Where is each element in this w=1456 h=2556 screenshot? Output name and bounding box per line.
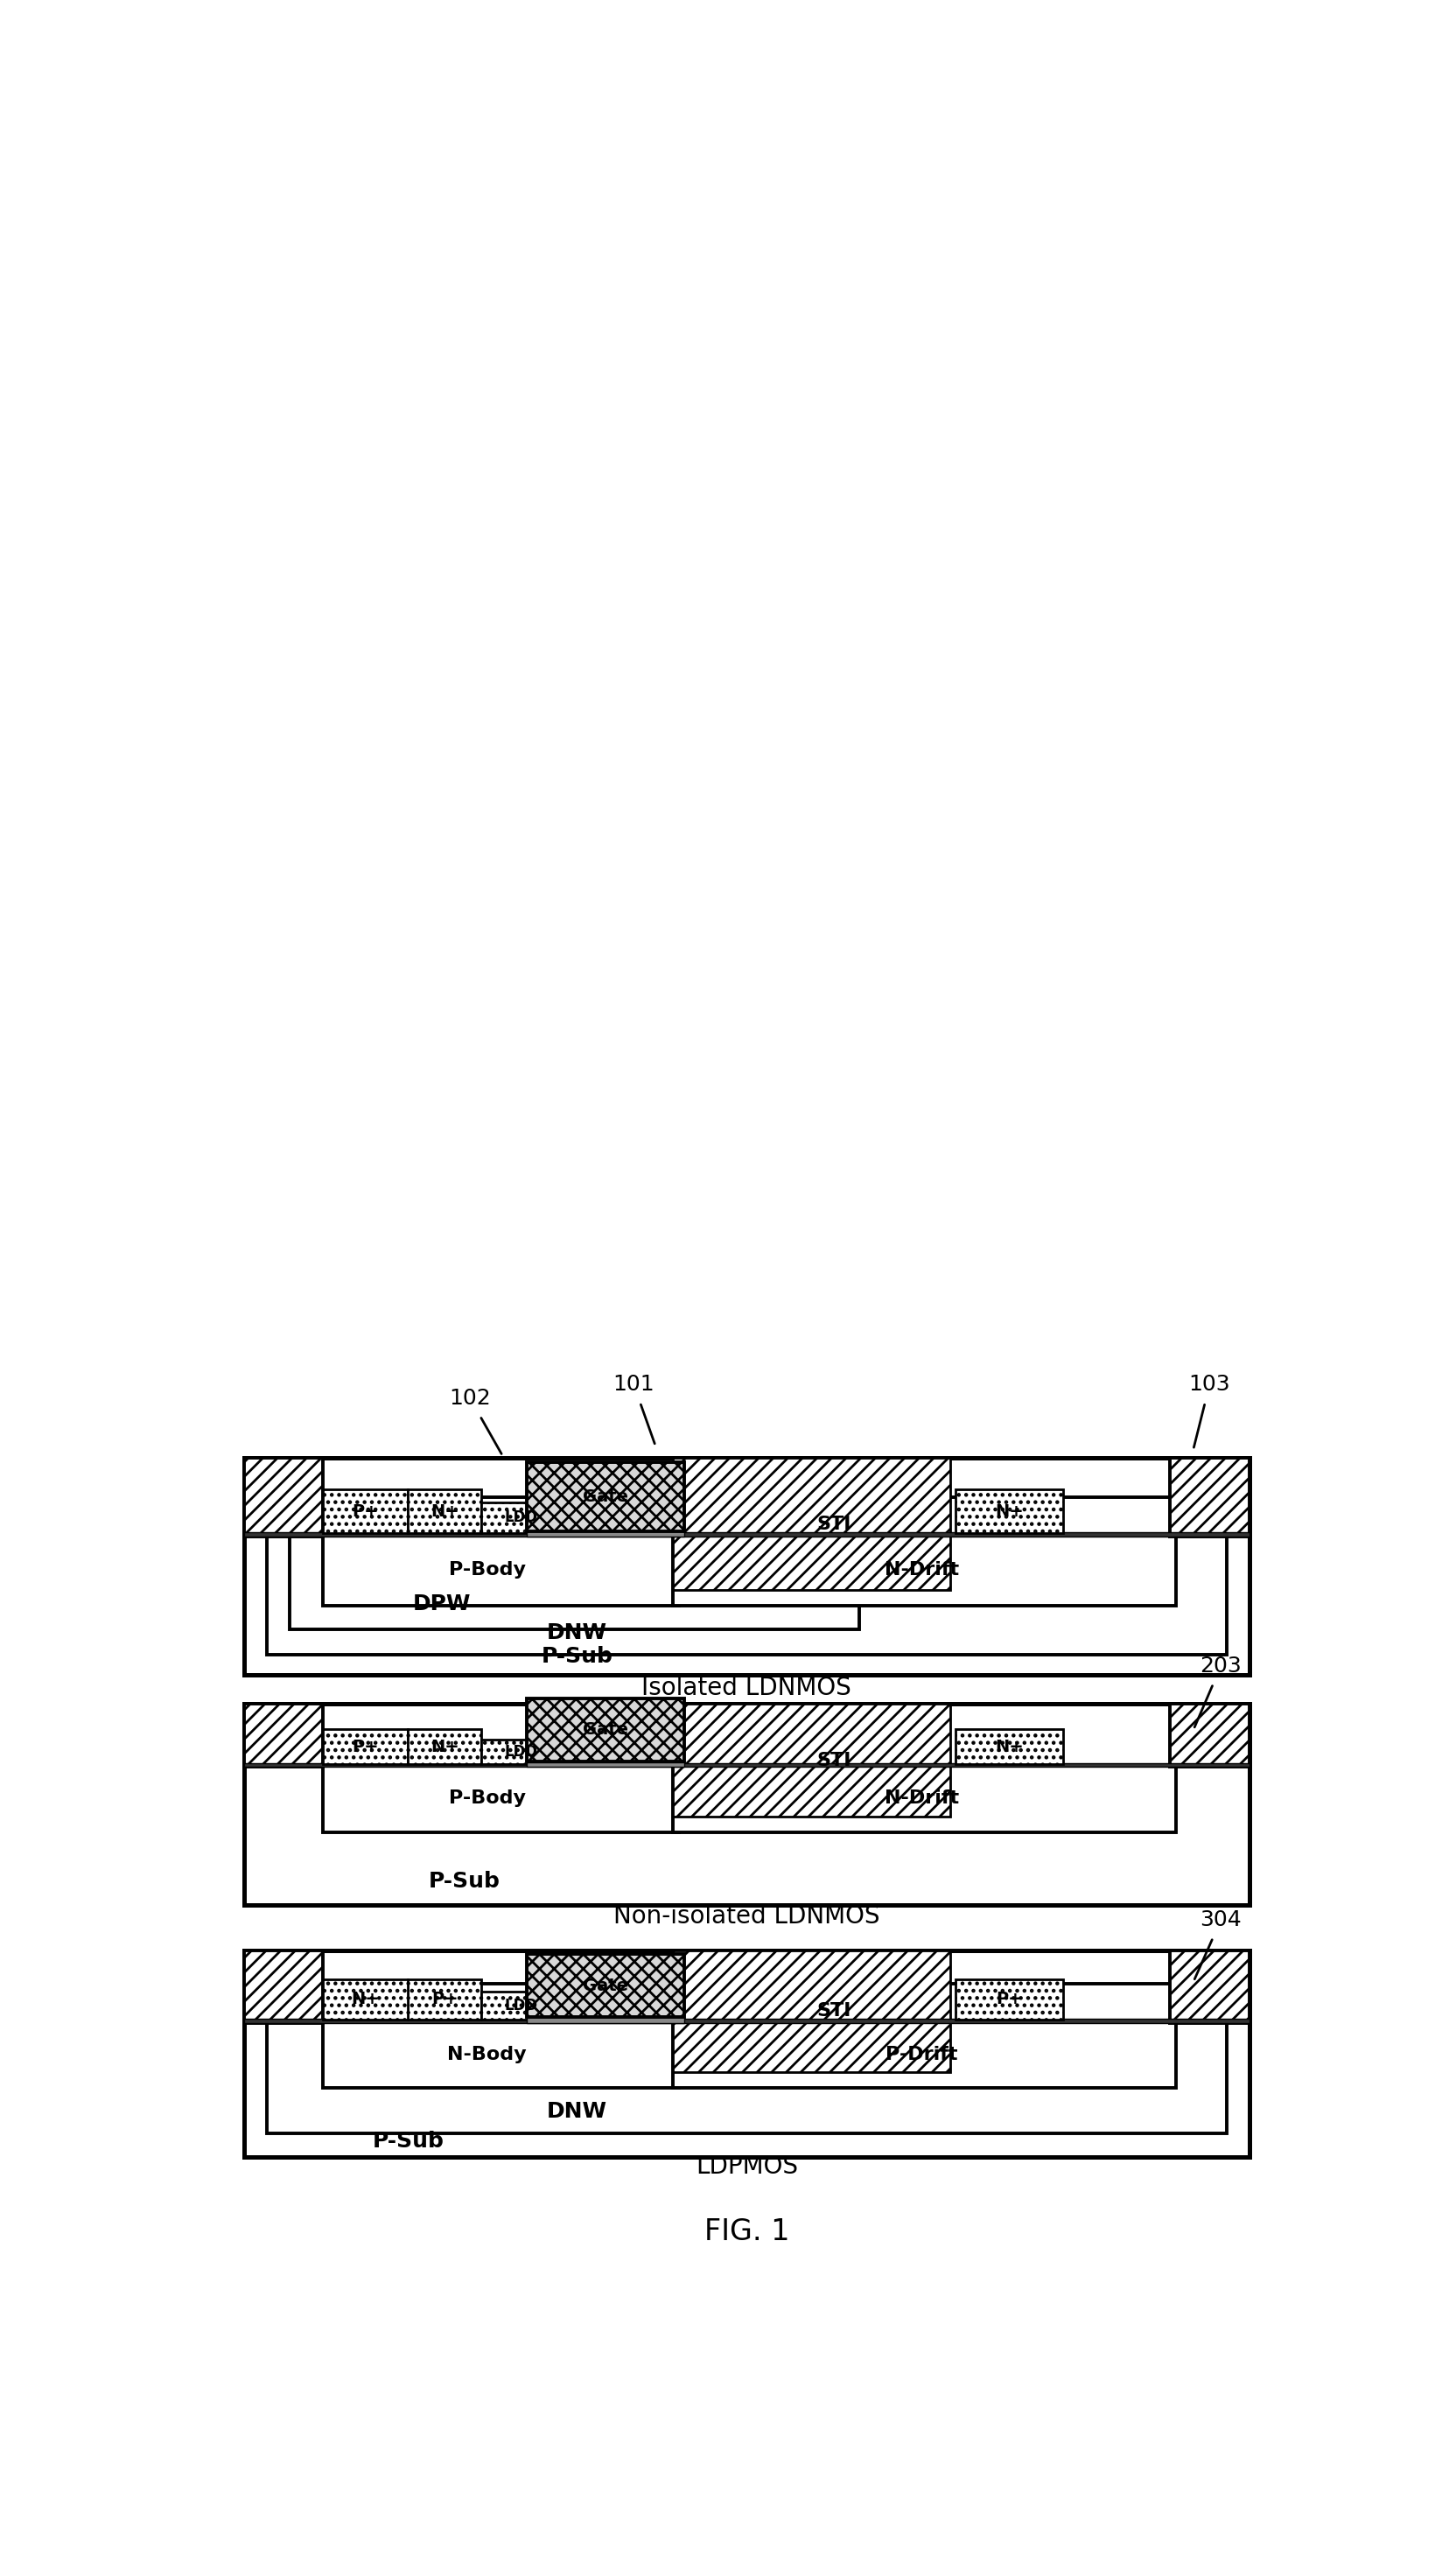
Bar [245,1457,1248,1674]
Text: Gate: Gate [582,1720,628,1738]
Text: N+: N+ [430,1738,459,1756]
Bar [526,1761,684,1766]
Bar [480,1503,561,1534]
Text: N+: N+ [351,1991,380,2006]
Bar [673,1534,1175,1605]
Bar [480,1741,561,1764]
Text: P-Body: P-Body [448,1562,526,1580]
Text: Isolated LDNMOS: Isolated LDNMOS [642,1677,850,1700]
Bar [673,1705,949,1817]
Bar [245,1531,1248,1536]
Bar [245,1705,1248,1904]
Bar [323,1490,408,1534]
Text: LDPMOS: LDPMOS [695,2155,798,2178]
Bar [245,1705,323,1766]
Bar [266,1983,1226,2134]
Bar [526,1953,684,2017]
Bar [245,1764,1248,1766]
Text: LDD: LDD [504,1743,537,1759]
Text: Gate: Gate [582,1978,628,1994]
Text: STI: STI [817,2001,850,2019]
Text: P+: P+ [431,1991,457,2006]
Text: N+: N+ [994,1503,1024,1518]
Text: DPW: DPW [412,1592,470,1615]
Text: P-Sub: P-Sub [542,1646,613,1667]
Bar [526,1531,684,1536]
Text: STI: STI [817,1751,850,1769]
Bar [245,1950,1248,2157]
Bar [323,2022,678,2088]
Text: P-Sub: P-Sub [428,1871,499,1891]
Bar [526,2017,684,2022]
Text: FIG. 1: FIG. 1 [703,2216,789,2247]
Text: Non-isolated LDNMOS: Non-isolated LDNMOS [613,1904,879,1930]
Text: LDD: LDD [504,1996,537,2014]
Text: LDD: LDD [504,1511,537,1526]
Bar [526,1462,684,1531]
Text: 102: 102 [448,1388,501,1454]
Text: N-Body: N-Body [447,2045,526,2063]
Bar [673,1766,1175,1833]
Bar [245,1457,323,1536]
Bar [955,1730,1063,1764]
Bar [408,1730,480,1764]
Text: N+: N+ [430,1503,459,1518]
Bar [1169,1457,1248,1536]
Text: 101: 101 [613,1375,654,1444]
Bar [323,1766,678,1833]
Bar [245,1950,323,2022]
Text: 203: 203 [1194,1656,1241,1728]
Text: N+: N+ [994,1738,1024,1756]
Bar [480,1991,561,2019]
Bar [673,1950,949,2073]
Text: P+: P+ [352,1503,379,1518]
Bar [323,1534,678,1605]
Bar [323,1730,408,1764]
Text: DNW: DNW [546,1623,607,1644]
Text: 304: 304 [1194,1909,1241,1978]
Bar [245,2019,1248,2022]
Text: N-Drift: N-Drift [884,1789,958,1807]
Bar [1169,1705,1248,1766]
Bar [673,1457,949,1590]
Bar [955,1978,1063,2019]
Text: 103: 103 [1188,1375,1230,1447]
Bar [1169,1950,1248,2022]
Text: P-Body: P-Body [448,1789,526,1807]
Text: DNW: DNW [546,2101,607,2121]
Text: P-Sub: P-Sub [371,2132,444,2152]
Bar [955,1490,1063,1534]
Bar [408,1978,480,2019]
Text: N-Drift: N-Drift [884,1562,958,1580]
Bar [673,2022,1175,2088]
Bar [323,1978,408,2019]
Text: P-Drift: P-Drift [885,2045,957,2063]
Text: P+: P+ [994,1991,1022,2006]
Bar [266,1498,1226,1654]
Text: Gate: Gate [582,1488,628,1505]
Text: STI: STI [817,1516,850,1534]
Text: P+: P+ [352,1738,379,1756]
Bar [290,1511,859,1628]
Bar [408,1490,480,1534]
Bar [526,1697,684,1761]
